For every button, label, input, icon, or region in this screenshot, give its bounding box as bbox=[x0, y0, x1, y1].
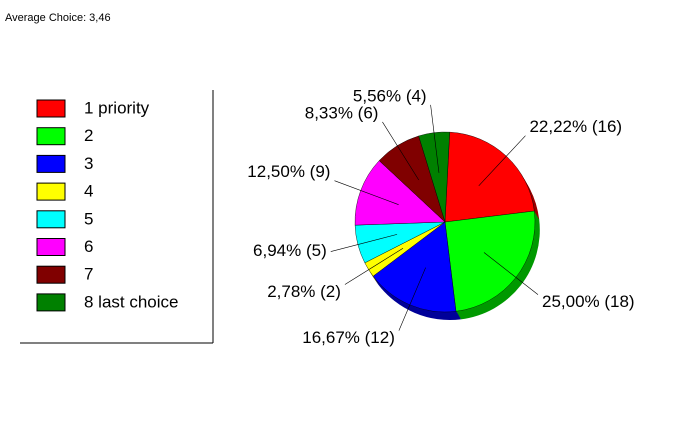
legend-label: 1 priority bbox=[84, 98, 150, 117]
chart-title: Average Choice: 3,46 bbox=[5, 12, 111, 24]
legend-label: 7 bbox=[84, 265, 93, 284]
legend-label: 8 last choice bbox=[84, 292, 179, 311]
legend-swatch bbox=[36, 210, 66, 229]
data-label: 5,56% (4) bbox=[353, 86, 427, 105]
data-label: 6,94% (5) bbox=[253, 241, 327, 260]
legend-swatch bbox=[36, 154, 66, 173]
legend-label: 5 bbox=[84, 209, 93, 228]
legend-swatch bbox=[36, 293, 66, 312]
legend-label: 2 bbox=[84, 126, 93, 145]
legend-swatch bbox=[36, 265, 66, 284]
legend-label: 6 bbox=[84, 237, 93, 256]
data-label: 2,78% (2) bbox=[267, 282, 341, 301]
leader-line bbox=[483, 252, 539, 295]
legend-swatch bbox=[36, 99, 66, 118]
data-label: 25,00% (18) bbox=[542, 292, 635, 311]
data-label: 8,33% (6) bbox=[305, 103, 379, 122]
data-label: 16,67% (12) bbox=[302, 328, 395, 347]
legend-swatch bbox=[36, 182, 66, 201]
leader-line bbox=[382, 121, 420, 181]
data-label: 12,50% (9) bbox=[247, 162, 330, 181]
legend-swatch bbox=[36, 127, 66, 146]
leader-line bbox=[430, 104, 440, 173]
legend-swatch bbox=[36, 238, 66, 256]
leader-line bbox=[330, 234, 398, 252]
leader-line bbox=[334, 180, 399, 205]
data-label: 22,22% (16) bbox=[529, 117, 622, 136]
leader-line bbox=[398, 267, 426, 331]
leader-line bbox=[344, 247, 404, 285]
leader-line bbox=[478, 135, 526, 187]
legend-label: 3 bbox=[84, 154, 93, 173]
legend-label: 4 bbox=[84, 182, 93, 201]
